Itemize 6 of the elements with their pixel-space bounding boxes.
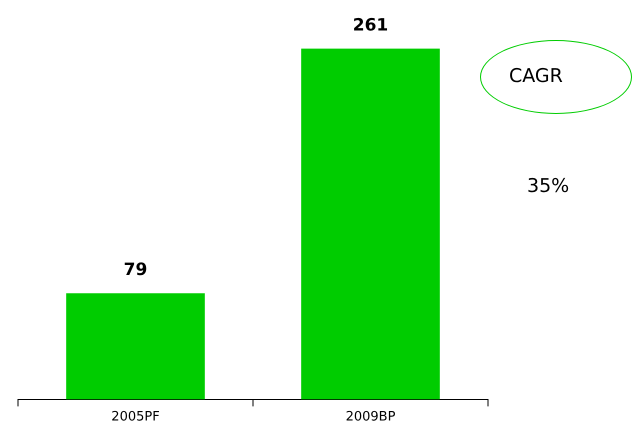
data-label: 261 — [352, 16, 388, 36]
text: CAGR — [509, 65, 563, 87]
x-tick-label: 2009BP — [346, 410, 396, 425]
data-label: 79 — [124, 260, 148, 280]
text: 35% — [527, 175, 570, 197]
x-tick-label: 2005PF — [111, 410, 160, 425]
